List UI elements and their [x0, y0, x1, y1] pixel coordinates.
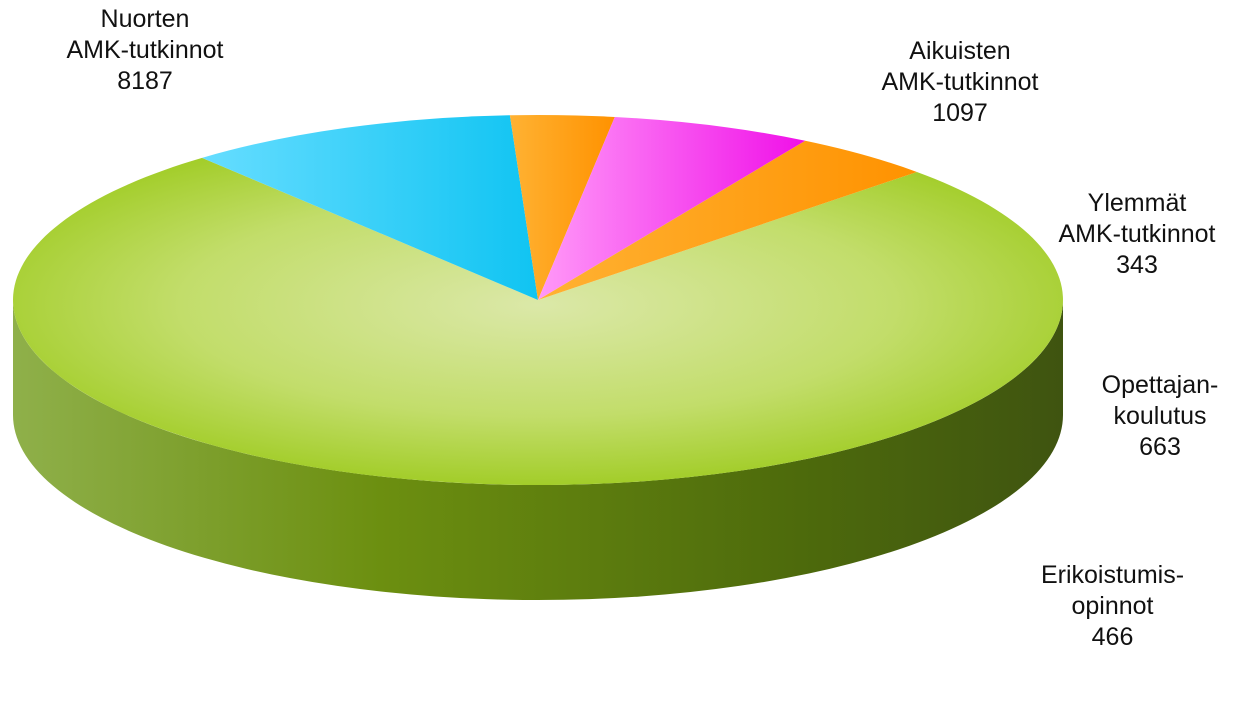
slice-label-line: AMK-tutkinnot [1058, 220, 1216, 248]
slice-label-ylemmat-amk: Ylemmät AMK-tutkinnot 343 [1030, 188, 1244, 281]
slice-label-line: opinnot [1071, 592, 1154, 620]
slice-label-opettajankoulutus: Opettajan- koulutus 663 [1080, 370, 1240, 463]
pie-slice-ylemmat-amk [509, 115, 615, 301]
slice-value: 1097 [932, 99, 988, 127]
slice-label-line: AMK-tutkinnot [66, 36, 224, 64]
pie-side-wall [13, 300, 1063, 600]
slice-value: 663 [1139, 433, 1181, 461]
slice-label-line: Opettajan- [1101, 371, 1219, 399]
pie-slice-nuorten-amk [13, 157, 1064, 485]
pie-slice-opettajankoulutus [538, 116, 806, 300]
slice-label-line: AMK-tutkinnot [881, 68, 1039, 96]
slice-value: 343 [1116, 251, 1158, 279]
pie-slice-aikuisten-amk [202, 115, 538, 301]
slice-value: 466 [1091, 623, 1134, 651]
pie-top-face [13, 115, 1064, 485]
slice-value: 8187 [117, 67, 173, 95]
slice-label-line: Erikoistumis- [1040, 561, 1185, 589]
pie-side-nuorten-amk [13, 300, 1063, 600]
slice-label-nuorten-amk: Nuorten AMK-tutkinnot 8187 [40, 4, 250, 97]
slice-label-erikoistumisopinnot: Erikoistumis- opinnot 466 [1025, 560, 1200, 653]
pie-slice-erikoistumisopinnot [538, 140, 917, 300]
slice-label-aikuisten-amk: Aikuisten AMK-tutkinnot 1097 [850, 36, 1070, 129]
slice-label-line: koulutus [1113, 402, 1207, 430]
slice-label-line: Aikuisten [909, 37, 1011, 65]
slice-label-line: Ylemmät [1087, 189, 1187, 217]
slice-label-line: Nuorten [100, 5, 190, 33]
